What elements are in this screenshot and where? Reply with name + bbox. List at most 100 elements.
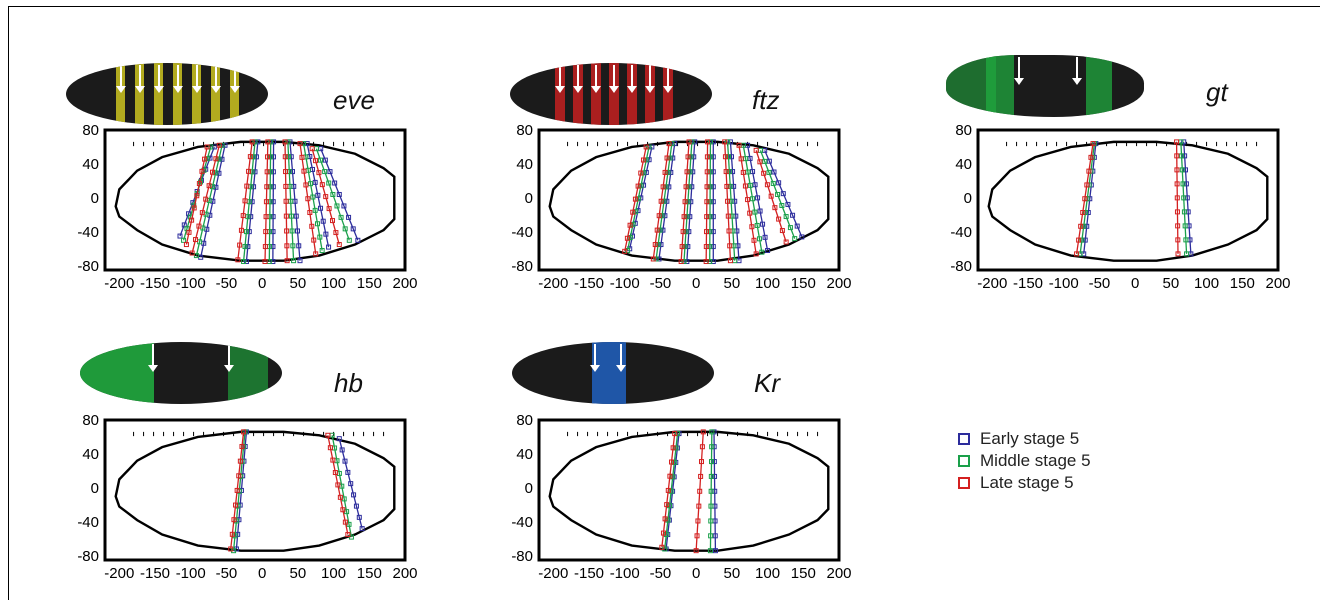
series-2-point <box>725 213 731 219</box>
series-2-line-4 <box>724 141 732 261</box>
series-2-point <box>768 193 774 199</box>
expression-stripe <box>663 63 673 125</box>
legend-item-early: Early stage 5 <box>958 428 1091 450</box>
series-1-point <box>770 180 776 186</box>
series-2-point <box>297 141 303 147</box>
series-1-point <box>317 234 323 240</box>
series-0-point <box>359 526 365 532</box>
series-1-point <box>707 154 713 160</box>
series-2-point <box>776 216 782 222</box>
series-1-point <box>762 158 768 164</box>
series-1-point <box>670 474 676 480</box>
series-2-line-3 <box>264 141 269 262</box>
series-2-line-5 <box>738 145 757 254</box>
series-1-point <box>267 169 273 175</box>
x-tick-label: 0 <box>692 565 700 582</box>
series-2-point <box>199 210 205 216</box>
y-tick-label: 80 <box>82 412 99 429</box>
series-0-point <box>293 213 299 219</box>
series-2-point <box>199 168 205 174</box>
series-1-point <box>708 503 714 509</box>
series-2-point <box>237 242 243 248</box>
series-0-point <box>318 205 324 211</box>
series-0-point <box>760 221 766 227</box>
series-0-point <box>353 503 359 509</box>
series-0-point <box>672 141 678 147</box>
series-1-line-1 <box>709 431 713 551</box>
legend-marker-early <box>958 433 970 445</box>
series-1-line-1 <box>331 435 353 538</box>
x-tick-label: -200 <box>538 275 568 292</box>
y-tick-label: 80 <box>516 122 533 139</box>
arrow-icon <box>154 65 164 93</box>
series-1-point <box>726 169 732 175</box>
x-tick-label: -50 <box>216 565 238 582</box>
x-tick-label: -100 <box>176 275 206 292</box>
series-1-point <box>635 196 641 202</box>
series-0-point <box>752 182 758 188</box>
series-1-point <box>655 242 661 248</box>
series-0-point <box>295 228 300 234</box>
series-1-point <box>759 249 765 255</box>
legend-marker-late <box>958 477 970 489</box>
series-1-point <box>1083 210 1088 216</box>
series-0-point <box>243 259 249 265</box>
series-2-point <box>246 168 252 174</box>
arrow-icon <box>663 65 673 93</box>
series-2-point <box>1086 168 1092 174</box>
plot-frame <box>537 418 841 562</box>
series-2-point <box>679 244 685 250</box>
series-1-point <box>707 184 713 190</box>
panel-hb: hb 80 40 0 -40 -80 -200 -150 -100 -50 0 50 100 150 20… <box>58 342 418 592</box>
series-1-point <box>338 214 344 220</box>
series-0-point <box>249 199 255 205</box>
series-2-point <box>330 218 335 224</box>
series-2-point <box>761 170 767 176</box>
series-0-point <box>1181 139 1187 145</box>
series-2-point <box>624 235 630 241</box>
series-0-point <box>253 154 259 160</box>
series-2-point <box>263 214 269 220</box>
series-0-point <box>668 169 674 175</box>
arrow-icon <box>591 65 601 93</box>
series-1-point <box>268 139 274 145</box>
series-1-line-0 <box>626 146 650 251</box>
series-1-point <box>685 199 691 205</box>
series-2-point <box>284 243 290 249</box>
series-0-point <box>727 139 733 145</box>
series-1-point <box>668 488 674 494</box>
y-tick-label: 0 <box>525 480 533 497</box>
plot-kr: 80 40 0 -40 -80 -200 -150 -100 -50 0 50 100 150 200 <box>511 412 851 582</box>
series-1-point <box>348 534 354 540</box>
series-2-point <box>213 156 219 162</box>
series-0-point <box>346 214 352 220</box>
series-2-point <box>193 237 199 243</box>
series-1-point <box>1184 251 1190 257</box>
series-2-point <box>662 169 668 175</box>
series-1-point <box>709 459 714 465</box>
series-1-point <box>792 236 798 242</box>
series-1-point <box>752 209 758 215</box>
embryo-image-eve <box>66 63 268 125</box>
x-tick-label: 50 <box>290 565 307 582</box>
plot-eve: 80 40 0 -40 -80 -200 -150 -100 -50 0 50 100 150 200 <box>77 122 417 292</box>
series-1-point <box>213 170 219 176</box>
series-2-point <box>307 210 313 216</box>
series-0-point <box>660 227 666 233</box>
series-2-point <box>283 198 289 204</box>
arrow-icon <box>627 65 637 93</box>
series-0-line-5 <box>746 145 769 251</box>
series-0-point <box>689 184 695 190</box>
panel-eve: eve 80 40 0 -40 -80 -200 -150 -100 -50 0 50 100 150 2… <box>58 55 418 305</box>
series-0-line-1 <box>338 438 363 529</box>
series-2-line-0 <box>185 146 208 245</box>
series-2-line-4 <box>284 141 288 261</box>
series-0-point <box>710 154 716 160</box>
series-1-point <box>671 459 677 465</box>
series-0-point <box>270 184 276 190</box>
series-2-point <box>206 183 212 189</box>
series-2-point <box>704 199 710 205</box>
y-tick-label: -40 <box>511 224 533 241</box>
series-2-point <box>1174 167 1180 173</box>
y-tick-label: 40 <box>516 446 533 463</box>
